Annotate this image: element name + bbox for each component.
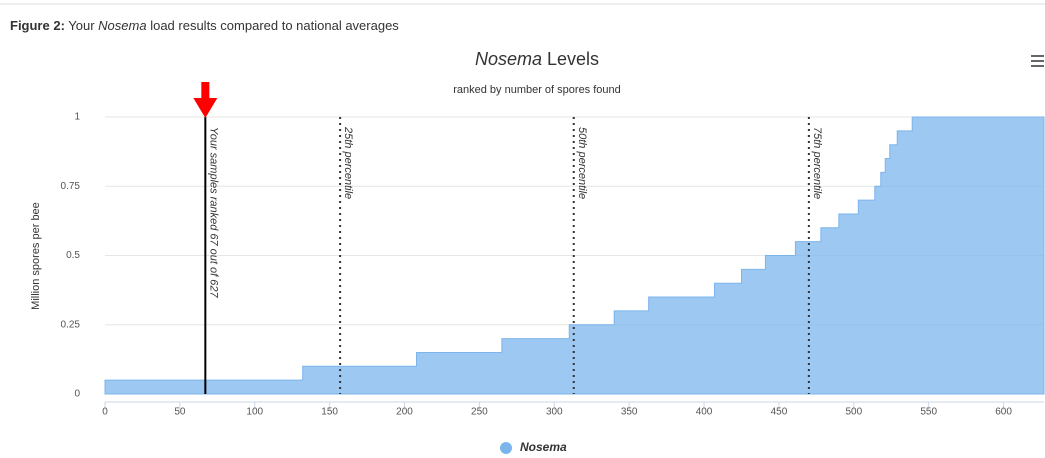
x-tick-label: 200 — [396, 407, 413, 418]
caption-part: Figure 2: — [10, 18, 65, 33]
x-tick-label: 450 — [771, 407, 788, 418]
x-tick-label: 150 — [321, 407, 338, 418]
menu-bar — [1031, 55, 1044, 57]
title-part: Levels — [542, 49, 599, 69]
y-tick-label: 0 — [74, 389, 80, 400]
area — [104, 116, 1045, 395]
caption-part: load results compared to national averag… — [147, 18, 400, 33]
x-tick-label: 50 — [174, 407, 186, 418]
caption-part: Your — [65, 18, 98, 33]
x-tick-label: 500 — [845, 407, 862, 418]
plot-line-label: 25th percentile — [342, 126, 354, 199]
menu-icon[interactable] — [1031, 55, 1044, 67]
plot-line-label: 50th percentile — [576, 127, 588, 199]
y-tick-label: 0.5 — [66, 250, 80, 261]
x-tick-label: 100 — [246, 407, 263, 418]
y-tick-label: 0.25 — [61, 319, 81, 330]
caption-part: Nosema — [98, 18, 146, 33]
title-part: Nosema — [475, 49, 542, 69]
x-tick-label: 300 — [546, 407, 563, 418]
x-tick-label: 350 — [621, 407, 638, 418]
x-tick-label: 550 — [920, 407, 937, 418]
chart-title: Nosema Levels — [475, 49, 599, 69]
x-tick-label: 400 — [696, 407, 713, 418]
legend-label: Nosema — [520, 440, 567, 454]
chart-subtitle: ranked by number of spores found — [453, 84, 621, 96]
menu-bar — [1031, 65, 1044, 67]
x-tick-label: 250 — [471, 407, 488, 418]
legend-symbol — [500, 442, 512, 454]
figure-caption: Figure 2: Your Nosema load results compa… — [10, 18, 399, 33]
x-tick-label: 600 — [995, 407, 1012, 418]
plot-line-label: 75th percentile — [811, 127, 823, 199]
marker-arrow — [193, 82, 218, 118]
y-tick-label: 0.75 — [61, 181, 81, 192]
menu-bar — [1031, 60, 1044, 62]
plot-line-label: Your samples ranked 67 out of 627 — [207, 127, 219, 298]
y-axis-label: Million spores per bee — [30, 202, 42, 310]
x-tick-label: 0 — [102, 407, 108, 418]
y-tick-label: 1 — [74, 112, 80, 123]
